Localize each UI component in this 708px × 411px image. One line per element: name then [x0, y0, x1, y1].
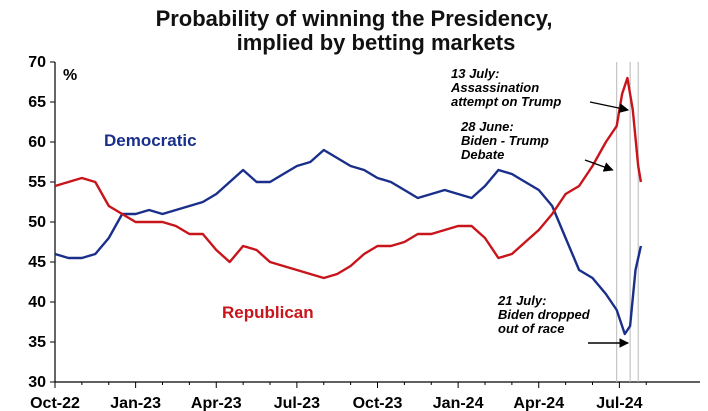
annotation-line: 21 July:: [497, 293, 546, 308]
y-tick-label: 45: [28, 254, 46, 271]
y-tick-label: 60: [28, 134, 46, 151]
series-label-democratic: Democratic: [104, 131, 197, 150]
labels: Democratic Republican 13 July: Assassinatio…: [104, 66, 630, 348]
annotation-line: Biden dropped: [498, 307, 591, 322]
series-label-republican: Republican: [222, 303, 314, 322]
y-tick-label: 40: [28, 294, 46, 311]
annotation-arrow: [589, 101, 630, 113]
y-unit-label: %: [63, 67, 77, 84]
x-tick-label: Apr-23: [191, 395, 242, 411]
annotation-line: out of race: [498, 321, 564, 336]
series-line-democratic: [54, 148, 643, 336]
annotation-line: 13 July:: [451, 66, 499, 81]
annotation-arrow: [584, 159, 614, 172]
annotation-line: 28 June:: [460, 119, 514, 134]
axes: 30 35 40 45 50 55 60 65 70% Oct-22 Jan-23 Apr-23 Jul…: [28, 54, 700, 411]
annotation-line: Assassination: [450, 80, 539, 95]
x-tick-label: Oct-22: [30, 395, 80, 411]
y-tick-label: 65: [28, 94, 46, 111]
x-tick-label: Jan-23: [110, 395, 161, 411]
annotation-line: Biden - Trump: [461, 133, 549, 148]
annotation-text: 21 July: Biden dropped out of race: [497, 293, 591, 336]
chart-subtitle: implied by betting markets: [236, 30, 516, 55]
plot-area: [54, 76, 643, 336]
x-tick-label: Apr-24: [513, 395, 564, 411]
annotation-line: Debate: [461, 147, 504, 162]
y-tick-label: 30: [28, 374, 46, 391]
annotation-line: attempt on Trump: [451, 94, 561, 109]
y-tick-label: 55: [28, 174, 46, 191]
x-tick-label: Oct-23: [353, 395, 403, 411]
x-tick-label: Jul-23: [274, 395, 320, 411]
y-tick-label: 70: [28, 54, 46, 71]
annotation-text: 28 June: Biden - Trump Debate: [460, 119, 549, 162]
x-tick-label: Jul-24: [596, 395, 642, 411]
annotation-text: 13 July: Assassination attempt on Trump: [450, 66, 561, 109]
x-tick-label: Jan-24: [433, 395, 484, 411]
event-lines: [616, 62, 639, 382]
y-tick-label: 35: [28, 334, 46, 351]
chart-title: Probability of winning the Presidency,: [155, 6, 553, 31]
series-line-republican: [54, 76, 643, 280]
y-tick-label: 50: [28, 214, 46, 231]
